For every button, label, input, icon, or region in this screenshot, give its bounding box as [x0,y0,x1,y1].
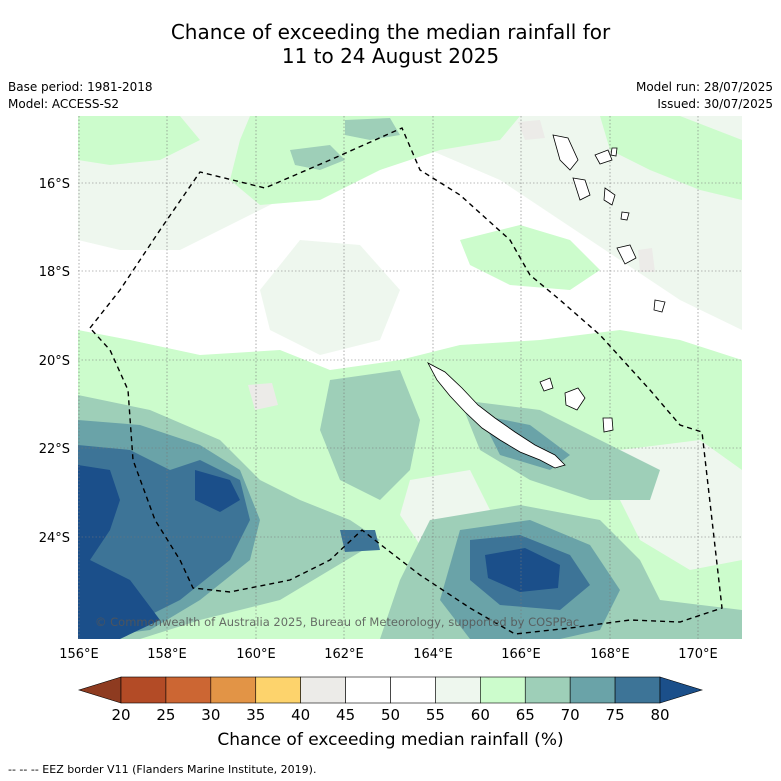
loyalty-island-3 [602,417,614,433]
lat-label-20s: 20°S [39,354,70,369]
colorbar-segment [300,676,346,704]
contour-60-65-nw [78,116,200,165]
contour-65-70-north-patch [290,145,345,170]
issued-date: Issued: 30/07/2025 [657,97,773,111]
colorbar-tick-label: 35 [246,706,265,724]
contour-65-70-central [320,370,420,500]
vanuatu-island-3 [572,177,591,201]
lon-label-166e: 166°E [501,647,541,662]
vanuatu-island-6 [653,299,666,313]
contour-55-60-north [78,116,742,330]
vanuatu-island-5 [616,244,637,265]
vanuatu-island-4 [603,187,616,206]
lat-label-24s: 24°S [39,531,70,546]
eez-legend-note: -- -- -- EEZ border V11 (Flanders Marine… [8,763,317,776]
colorbar-ticks: 20 25 30 35 40 45 50 55 60 65 70 75 80 [111,706,669,724]
base-period: Base period: 1981-2018 [8,80,153,94]
lat-axis: 16°S 18°S 20°S 22°S 24°S [39,177,70,546]
lat-label-18s: 18°S [39,265,70,280]
colorbar-segment [390,676,436,704]
new-caledonia-landmass [427,362,566,469]
lon-label-170e: 170°E [678,647,718,662]
contour-40-45-patch [518,120,545,140]
title-line-2: 11 to 24 August 2025 [281,44,500,68]
model-name: Model: ACCESS-S2 [8,97,120,111]
colorbar-tick-label: 70 [561,706,580,724]
colorbar-segment [524,676,571,704]
colorbar-tick-label: 65 [516,706,535,724]
contour-55-60-interior [260,240,400,355]
colorbar-tick-label: 80 [650,706,669,724]
colorbar-extend-low [77,676,122,704]
colorbar-tick-label: 40 [291,706,310,724]
lat-label-22s: 22°S [39,442,70,457]
loyalty-island [564,387,586,411]
colorbar-tick-label: 45 [336,706,355,724]
vanuatu-island-2 [594,149,613,165]
colorbar-tick-label: 50 [381,706,400,724]
colorbar-segment [435,676,481,704]
contour-60-65-central [460,225,600,290]
lon-label-164e: 164°E [413,647,453,662]
title-line-1: Chance of exceeding the median rainfall … [170,20,611,44]
map-title: Chance of exceeding the median rainfall … [0,20,781,68]
contour-80-south [485,548,560,592]
contour-40-45-patch-3 [638,248,655,272]
rainfall-map [78,116,742,639]
loyalty-island-2 [539,377,554,392]
copyright-watermark: © Commonwealth of Australia 2025, Bureau… [95,615,579,629]
meta-right: Model run: 28/07/2025 Issued: 30/07/2025 [636,79,773,113]
vanuatu-island-8 [620,211,630,221]
model-run: Model run: 28/07/2025 [635,80,773,94]
contour-75-80-patch [340,530,380,552]
gridlines [78,116,742,639]
lon-label-168e: 168°E [590,647,630,662]
meta-left: Base period: 1981-2018 Model: ACCESS-S2 [8,79,153,113]
contour-40-45-patch-2 [248,383,278,410]
vanuatu-island-7 [610,147,618,157]
lon-label-158e: 158°E [147,647,187,662]
colorbar-segment [120,676,167,704]
colorbar-tick-label: 60 [471,706,490,724]
colorbar-segment [165,676,212,704]
contour-60-65-ne [600,116,742,200]
contour-80-west [78,465,160,639]
colorbar-tick-label: 30 [201,706,220,724]
colorbar-tick-label: 25 [156,706,175,724]
colorbar-label: Chance of exceeding median rainfall (%) [217,730,564,750]
contour-55-60-east [650,220,742,310]
colorbar [77,676,704,704]
colorbar-segment [614,676,661,704]
contour-80-patch [195,470,240,512]
colorbar-tick-label: 20 [111,706,130,724]
colorbar-segment [569,676,616,704]
colorbar-segment [480,676,526,704]
lon-label-162e: 162°E [324,647,364,662]
lon-axis: 156°E 158°E 160°E 162°E 164°E 166°E 168°… [59,647,718,662]
colorbar-tick-label: 75 [606,706,625,724]
colorbar-tick-label: 55 [426,706,445,724]
colorbar-extend-high [659,676,704,704]
colorbar-segment [255,676,301,704]
lon-label-160e: 160°E [236,647,276,662]
colorbar-segment [210,676,257,704]
lat-label-16s: 16°S [39,177,70,192]
colorbar-segment [345,676,391,704]
lon-label-156e: 156°E [59,647,99,662]
vanuatu-island-1 [552,134,579,171]
